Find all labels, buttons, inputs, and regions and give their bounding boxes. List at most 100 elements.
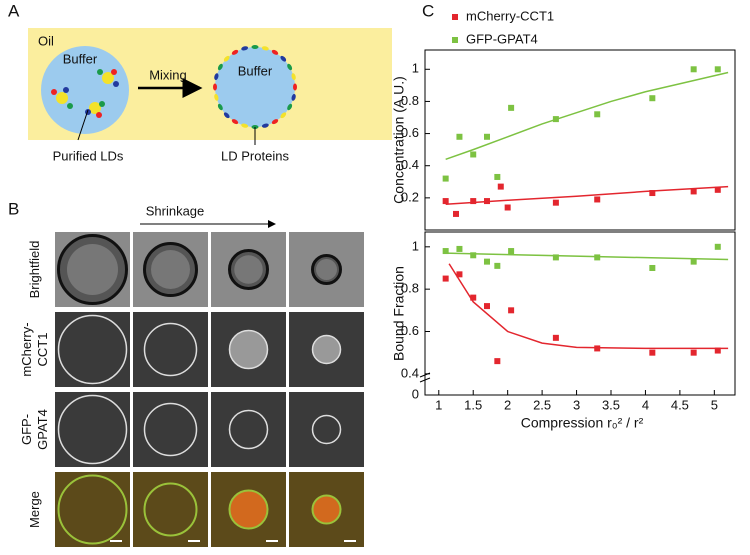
point	[494, 358, 501, 365]
micrograph	[133, 392, 208, 467]
micrograph	[55, 392, 130, 467]
protein	[217, 63, 223, 71]
point	[714, 66, 721, 73]
point	[649, 349, 656, 356]
protein	[293, 83, 297, 91]
droplet-core	[316, 259, 337, 280]
y-tick-label: 1	[412, 61, 419, 76]
micrograph	[133, 312, 208, 387]
point	[494, 173, 501, 180]
point	[494, 262, 501, 269]
protein	[223, 55, 230, 62]
y-tick-label: 0.8	[401, 281, 419, 296]
droplet-core	[67, 244, 118, 295]
protein	[287, 103, 293, 111]
x-axis-label: Compression r₀² / r²	[521, 415, 644, 431]
oil-label: Oil	[38, 33, 54, 48]
point	[484, 258, 490, 265]
plot-frame	[424, 231, 736, 396]
micrographs: Brightfield mCherry-CCT1 GFP-GPAT4 Merge	[19, 232, 364, 547]
droplet	[57, 474, 128, 545]
buffer-label: Buffer	[63, 51, 98, 66]
point	[552, 116, 559, 123]
mixing-label: Mixing	[149, 67, 187, 82]
droplet-core	[234, 255, 263, 284]
x-tick-label: 1.5	[464, 397, 482, 412]
point	[442, 248, 449, 255]
point	[456, 245, 463, 252]
protein	[214, 73, 219, 81]
point	[484, 133, 490, 140]
y-axis-label: Concentration (A.U.)	[391, 76, 407, 204]
point	[470, 252, 477, 259]
protein	[287, 63, 293, 71]
protein	[261, 123, 269, 128]
legend-swatch	[452, 37, 458, 43]
point	[552, 254, 559, 261]
fit-line	[445, 71, 729, 160]
legend-label: GFP-GPAT4	[466, 31, 538, 46]
y-axis-label: Bound Fraction	[391, 266, 407, 361]
row-label-line: Merge	[27, 491, 42, 528]
protein	[271, 119, 279, 125]
protein	[241, 46, 249, 51]
point	[470, 151, 477, 158]
row-label-line: CCT1	[35, 333, 50, 367]
point	[690, 188, 697, 195]
fit-line	[448, 263, 729, 350]
y-tick-label: 0.8	[401, 93, 419, 108]
y-tick-label: 0.6	[401, 323, 419, 338]
droplet	[311, 494, 342, 525]
protein	[214, 93, 219, 101]
droplet	[143, 482, 198, 537]
micrograph	[211, 392, 286, 467]
point	[649, 190, 656, 197]
x-tick-label: 2.5	[533, 397, 551, 412]
droplet	[215, 47, 295, 127]
droplet	[311, 414, 342, 445]
row-label: Brightfield	[27, 241, 42, 299]
panel-label: C	[422, 1, 434, 20]
droplet	[228, 329, 269, 370]
caption: LD Proteins	[221, 148, 289, 163]
pointer	[77, 109, 89, 141]
protein	[291, 73, 296, 81]
y-tick-label: 0.6	[401, 125, 419, 140]
point	[594, 196, 601, 203]
row-label: mCherry-CCT1	[19, 322, 50, 376]
row-label-line: GPAT4	[35, 409, 50, 450]
protein	[213, 83, 217, 91]
point	[442, 198, 449, 205]
buffer-label: Buffer	[238, 63, 273, 78]
plot-frame	[424, 49, 736, 231]
shrinkage-label: Shrinkage	[146, 203, 205, 218]
x-tick-label: 3.5	[602, 397, 620, 412]
x-tick-label: 2	[504, 397, 511, 412]
point	[484, 303, 490, 310]
protein	[241, 123, 249, 128]
point	[594, 111, 601, 118]
point	[714, 186, 721, 193]
caption: Purified LDs	[53, 148, 124, 163]
legend-swatch	[452, 14, 458, 20]
point	[594, 254, 601, 261]
panel-label: B	[8, 199, 19, 218]
point	[552, 199, 559, 206]
x-tick-label: 1	[435, 397, 442, 412]
point	[453, 210, 459, 217]
point	[442, 175, 449, 182]
point	[456, 133, 463, 140]
protein	[280, 112, 287, 119]
protein	[280, 55, 287, 62]
point	[484, 198, 490, 205]
y-tick-label: 1	[412, 238, 419, 253]
point	[594, 345, 601, 352]
point	[456, 271, 463, 278]
panel-label: A	[8, 1, 20, 20]
x-tick-label: 5	[711, 397, 718, 412]
point	[714, 243, 721, 250]
row-label-line: mCherry-	[19, 322, 34, 376]
micrograph	[55, 312, 130, 387]
point	[649, 264, 656, 271]
point	[508, 104, 515, 111]
